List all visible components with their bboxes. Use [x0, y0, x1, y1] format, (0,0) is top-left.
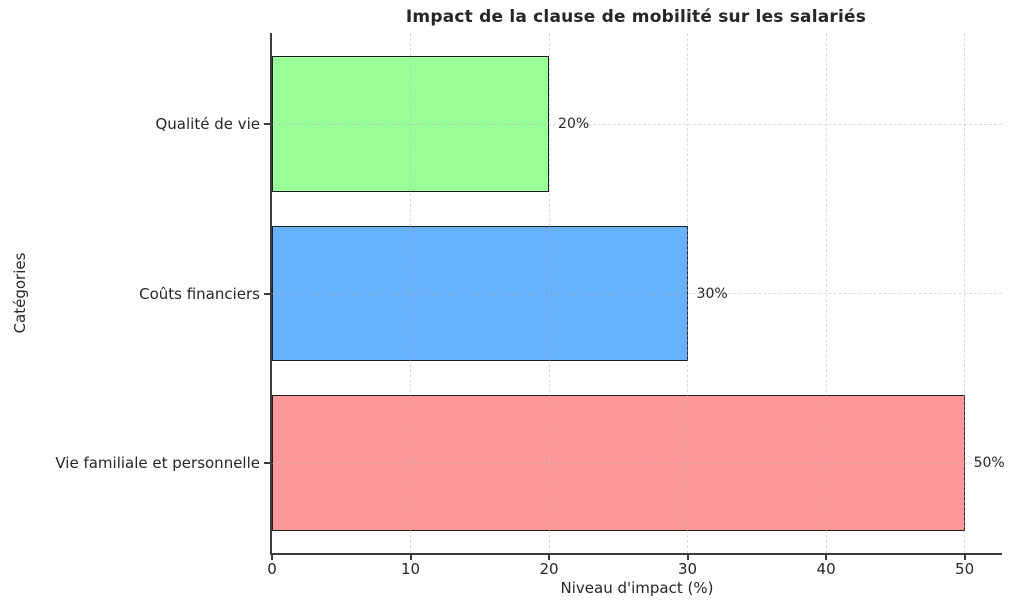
y-gridline	[272, 293, 1002, 295]
y-gridline	[272, 462, 1002, 464]
x-tick-label: 20	[539, 560, 559, 578]
bar	[272, 395, 965, 531]
y-tick-mark	[264, 123, 270, 126]
x-gridline	[548, 33, 550, 553]
x-tick-mark	[271, 555, 273, 560]
bar-value-label: 30%	[696, 285, 728, 302]
x-tick-label: 40	[816, 560, 836, 578]
category-label: Vie familiale et personnelle	[55, 454, 260, 473]
bar-value-label: 20%	[558, 116, 590, 133]
category-label: Coûts financiers	[139, 284, 260, 303]
plot-area: 0 10 20 30 40 50 Qualité de vie 20% Coûts financ…	[55, 33, 1005, 578]
bar-value-label: 50%	[973, 455, 1005, 472]
y-tick-mark	[264, 292, 270, 295]
x-tick-mark	[548, 555, 551, 560]
x-axis-label: Niveau d'impact (%)	[560, 579, 714, 597]
bar	[272, 225, 688, 362]
x-tick-label: 0	[267, 560, 277, 578]
x-tick-label: 30	[678, 560, 698, 578]
x-tick-mark	[686, 555, 689, 560]
chart-title: Impact de la clause de mobilité sur les …	[405, 7, 867, 27]
x-gridline	[964, 33, 966, 553]
x-tick-mark	[409, 555, 412, 560]
category-label: Qualité de vie	[155, 115, 260, 134]
x-tick-mark	[963, 555, 966, 560]
y-tick-mark	[264, 462, 270, 465]
x-gridline	[687, 33, 689, 553]
x-gridline	[825, 33, 827, 553]
x-tick-mark	[825, 555, 828, 560]
x-tick-label: 10	[400, 560, 421, 578]
bar	[272, 56, 550, 192]
y-gridline	[272, 123, 1002, 125]
x-tick-label: 50	[955, 560, 975, 578]
x-gridline	[410, 33, 412, 553]
